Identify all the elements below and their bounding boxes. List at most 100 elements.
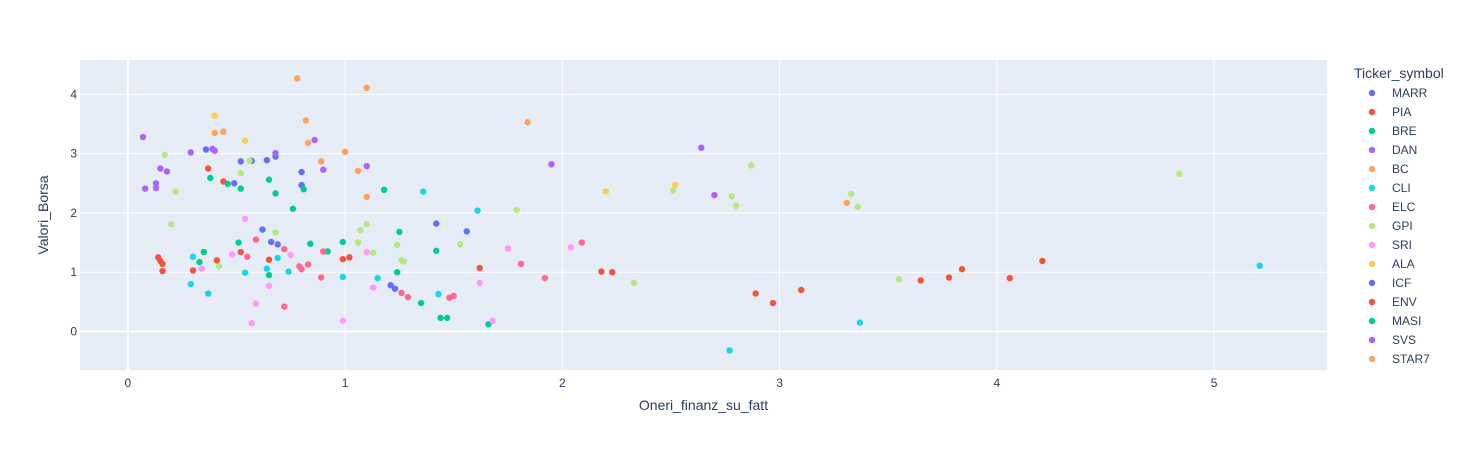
- legend-item-star7[interactable]: STAR7: [1368, 352, 1430, 366]
- data-point-elc[interactable]: [404, 293, 412, 301]
- data-point-bc[interactable]: [524, 119, 531, 126]
- data-point-elc[interactable]: [304, 261, 312, 268]
- data-point-pia[interactable]: [598, 268, 605, 275]
- legend-item-pia[interactable]: PIA: [1368, 105, 1412, 119]
- data-point-dan[interactable]: [272, 149, 279, 157]
- legend-item-sri[interactable]: SRI: [1368, 238, 1412, 252]
- data-point-sri[interactable]: [370, 284, 377, 291]
- data-point-gpi[interactable]: [215, 263, 223, 270]
- data-point-cli[interactable]: [274, 254, 281, 262]
- data-point-marr[interactable]: [267, 238, 275, 246]
- data-point-bre[interactable]: [443, 314, 451, 322]
- data-point-cli[interactable]: [241, 269, 249, 276]
- legend-item-svs[interactable]: SVS: [1368, 333, 1416, 347]
- data-point-elc[interactable]: [320, 248, 327, 255]
- data-point-gpi[interactable]: [630, 279, 638, 287]
- data-point-pia[interactable]: [1006, 274, 1014, 282]
- data-point-sri[interactable]: [287, 251, 294, 259]
- data-point-elc[interactable]: [244, 253, 251, 260]
- data-point-marr[interactable]: [387, 282, 394, 289]
- data-point-gpi[interactable]: [357, 226, 364, 234]
- data-point-elc[interactable]: [398, 289, 405, 297]
- data-point-pia[interactable]: [476, 264, 483, 272]
- data-point-elc[interactable]: [541, 274, 549, 282]
- data-point-bre[interactable]: [437, 314, 444, 322]
- data-point-ala[interactable]: [241, 137, 249, 144]
- data-point-bc[interactable]: [363, 84, 370, 92]
- data-point-cli[interactable]: [189, 253, 197, 260]
- data-point-gpi[interactable]: [272, 229, 279, 236]
- data-point-sri[interactable]: [339, 317, 347, 325]
- data-point-marr[interactable]: [263, 156, 271, 164]
- data-point-pia[interactable]: [265, 256, 273, 263]
- data-point-masi[interactable]: [235, 239, 242, 246]
- data-point-sri[interactable]: [567, 244, 575, 251]
- data-point-marr[interactable]: [433, 220, 440, 227]
- data-point-dan[interactable]: [363, 162, 370, 170]
- data-point-elc[interactable]: [317, 274, 325, 281]
- data-point-pia[interactable]: [346, 254, 353, 261]
- data-point-gpi[interactable]: [246, 157, 253, 164]
- data-point-cli[interactable]: [187, 280, 194, 288]
- data-point-pia[interactable]: [958, 266, 966, 273]
- data-point-cli[interactable]: [285, 268, 292, 275]
- data-point-bc[interactable]: [211, 129, 218, 137]
- data-point-elc[interactable]: [298, 266, 305, 273]
- data-point-sri[interactable]: [241, 215, 249, 223]
- data-point-pia[interactable]: [769, 299, 777, 307]
- data-point-bc[interactable]: [341, 148, 349, 156]
- data-point-pia[interactable]: [159, 267, 166, 275]
- data-point-gpi[interactable]: [161, 151, 168, 159]
- data-point-bre[interactable]: [380, 186, 388, 194]
- data-point-bc[interactable]: [220, 128, 227, 135]
- data-point-bre[interactable]: [417, 299, 425, 307]
- data-point-elc[interactable]: [450, 292, 457, 300]
- data-point-gpi[interactable]: [669, 187, 677, 194]
- legend-items[interactable]: MARR PIA BRE DAN BC CLI ELC GPI SRI ALA ICF ENV MASI…: [1368, 86, 1430, 366]
- data-point-gpi[interactable]: [748, 162, 755, 169]
- data-point-pia[interactable]: [213, 257, 221, 264]
- data-point-pia[interactable]: [752, 290, 759, 297]
- data-point-pia[interactable]: [159, 260, 166, 268]
- legend-item-ala[interactable]: ALA: [1368, 257, 1415, 271]
- data-point-bc[interactable]: [317, 158, 325, 165]
- data-point-pia[interactable]: [237, 248, 244, 256]
- data-point-sri[interactable]: [504, 245, 512, 252]
- data-point-bre[interactable]: [237, 185, 244, 192]
- data-point-dan[interactable]: [311, 136, 318, 144]
- data-point-dan[interactable]: [141, 185, 149, 192]
- data-point-masi[interactable]: [307, 240, 314, 247]
- data-point-elc[interactable]: [281, 303, 288, 310]
- data-point-gpi[interactable]: [363, 220, 370, 228]
- legend-item-bc[interactable]: BC: [1368, 162, 1409, 176]
- legend-item-elc[interactable]: ELC: [1368, 200, 1416, 214]
- data-point-gpi[interactable]: [400, 258, 407, 265]
- data-point-pia[interactable]: [189, 267, 197, 274]
- data-point-bre[interactable]: [265, 176, 273, 183]
- data-point-gpi[interactable]: [393, 241, 401, 249]
- data-point-marr[interactable]: [202, 146, 210, 153]
- data-point-gpi[interactable]: [854, 203, 861, 211]
- data-point-marr[interactable]: [391, 285, 399, 292]
- data-point-bre[interactable]: [196, 258, 203, 266]
- data-point-bre[interactable]: [485, 321, 492, 328]
- data-point-dan[interactable]: [548, 161, 555, 168]
- data-point-marr[interactable]: [463, 228, 470, 235]
- legend-item-masi[interactable]: MASI: [1368, 314, 1422, 328]
- data-point-cli[interactable]: [263, 265, 271, 272]
- data-point-dan[interactable]: [698, 144, 705, 151]
- data-point-gpi[interactable]: [848, 190, 855, 198]
- data-point-sri[interactable]: [265, 282, 273, 290]
- data-point-pia[interactable]: [917, 277, 924, 284]
- data-point-gpi[interactable]: [513, 206, 520, 214]
- data-point-pia[interactable]: [945, 274, 953, 281]
- data-point-masi[interactable]: [265, 271, 273, 279]
- data-point-marr[interactable]: [298, 168, 305, 176]
- legend-item-icf[interactable]: ICF: [1368, 276, 1412, 290]
- data-point-bre[interactable]: [289, 205, 297, 212]
- legend-item-marr[interactable]: MARR: [1368, 86, 1428, 100]
- legend[interactable]: Ticker_symbol MARR PIA BRE DAN BC CLI ELC GPI SR…: [1354, 65, 1444, 366]
- data-point-gpi[interactable]: [1176, 170, 1183, 178]
- data-point-masi[interactable]: [200, 248, 208, 256]
- data-point-pia[interactable]: [609, 268, 616, 276]
